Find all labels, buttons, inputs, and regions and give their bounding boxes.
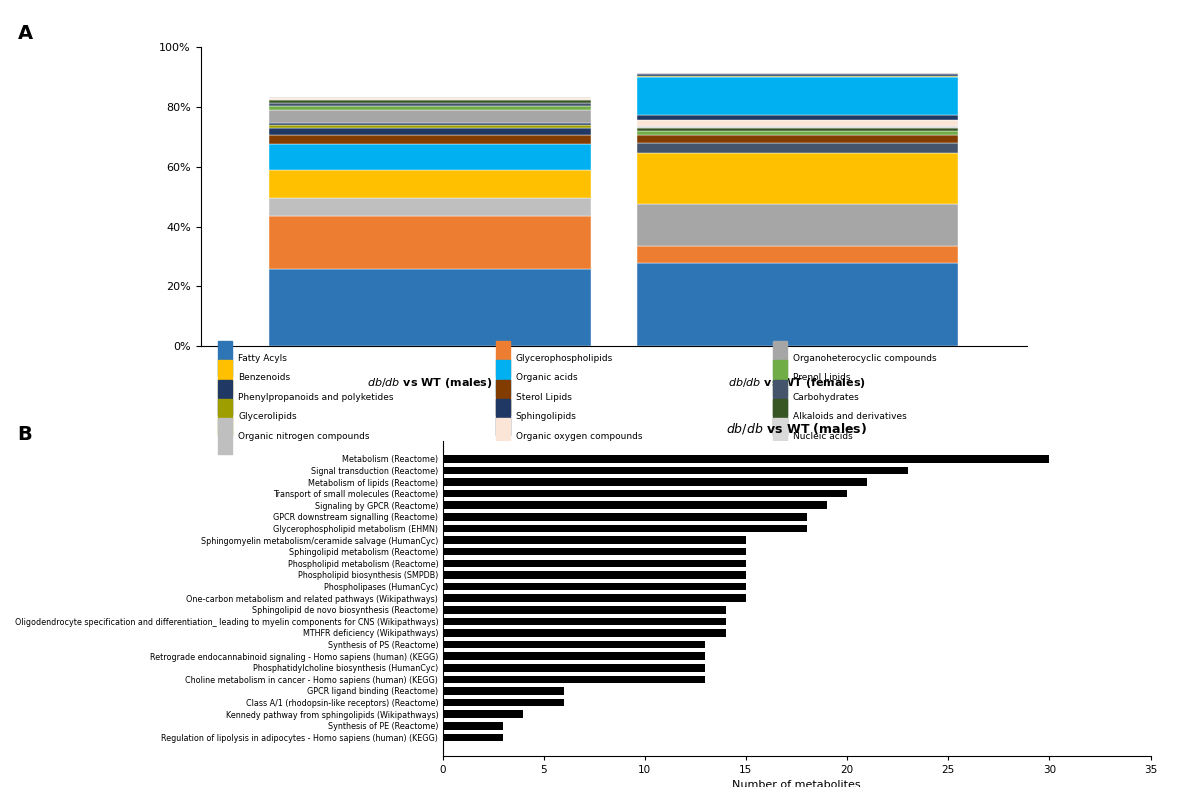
Bar bbox=[442, 478, 867, 486]
Text: Benzenoids: Benzenoids bbox=[238, 374, 290, 382]
Bar bbox=[442, 733, 503, 741]
Bar bbox=[442, 548, 746, 556]
Bar bbox=[636, 131, 958, 135]
FancyBboxPatch shape bbox=[773, 419, 787, 454]
FancyBboxPatch shape bbox=[496, 399, 510, 434]
Text: Carbohydrates: Carbohydrates bbox=[793, 393, 860, 402]
Bar bbox=[442, 699, 564, 707]
Bar bbox=[269, 128, 591, 135]
FancyBboxPatch shape bbox=[773, 360, 787, 396]
Bar bbox=[636, 263, 958, 346]
Bar bbox=[636, 204, 958, 246]
FancyBboxPatch shape bbox=[218, 360, 232, 396]
Bar bbox=[442, 629, 726, 637]
Bar bbox=[636, 153, 958, 204]
X-axis label: Number of metabolites: Number of metabolites bbox=[732, 780, 861, 787]
Bar bbox=[442, 501, 827, 509]
Bar bbox=[269, 268, 591, 346]
Bar bbox=[269, 216, 591, 268]
Bar bbox=[442, 618, 726, 625]
Bar bbox=[442, 536, 746, 544]
Bar bbox=[636, 74, 958, 76]
Bar bbox=[269, 125, 591, 128]
FancyBboxPatch shape bbox=[218, 379, 232, 416]
Bar bbox=[442, 722, 503, 730]
Text: $\it{db/db}$ vs WT (males): $\it{db/db}$ vs WT (males) bbox=[367, 376, 493, 390]
Text: Organoheterocyclic compounds: Organoheterocyclic compounds bbox=[793, 354, 937, 363]
FancyBboxPatch shape bbox=[496, 419, 510, 454]
Bar bbox=[269, 102, 591, 105]
FancyBboxPatch shape bbox=[773, 341, 787, 376]
Bar bbox=[636, 76, 958, 77]
Bar bbox=[636, 77, 958, 114]
Title: $\it{db/db}$ vs WT (males): $\it{db/db}$ vs WT (males) bbox=[726, 421, 867, 436]
FancyBboxPatch shape bbox=[218, 419, 232, 454]
Bar bbox=[442, 467, 907, 475]
FancyBboxPatch shape bbox=[218, 399, 232, 434]
Bar bbox=[442, 513, 807, 521]
Bar bbox=[269, 105, 591, 110]
Bar bbox=[269, 124, 591, 125]
FancyBboxPatch shape bbox=[773, 379, 787, 416]
Text: $\it{db/db}$ vs WT (females): $\it{db/db}$ vs WT (females) bbox=[728, 376, 866, 390]
Text: B: B bbox=[18, 425, 33, 444]
Text: Organic oxygen compounds: Organic oxygen compounds bbox=[516, 432, 642, 441]
Text: Organic nitrogen compounds: Organic nitrogen compounds bbox=[238, 432, 369, 441]
Bar bbox=[442, 560, 746, 567]
Bar bbox=[636, 127, 958, 128]
Text: Phenylpropanoids and polyketides: Phenylpropanoids and polyketides bbox=[238, 393, 394, 402]
Bar bbox=[636, 120, 958, 127]
Bar bbox=[442, 641, 706, 648]
Bar bbox=[442, 490, 847, 497]
Bar bbox=[442, 525, 807, 532]
FancyBboxPatch shape bbox=[496, 379, 510, 416]
FancyBboxPatch shape bbox=[496, 360, 510, 396]
Text: Fatty Acyls: Fatty Acyls bbox=[238, 354, 287, 363]
Bar bbox=[636, 72, 958, 74]
Bar bbox=[269, 198, 591, 216]
Bar bbox=[636, 143, 958, 153]
Bar bbox=[442, 455, 1049, 463]
Text: Prenol Lipids: Prenol Lipids bbox=[793, 374, 851, 382]
Bar bbox=[442, 594, 746, 602]
Text: Organic acids: Organic acids bbox=[516, 374, 577, 382]
Text: Glycerophospholipids: Glycerophospholipids bbox=[516, 354, 612, 363]
Bar bbox=[269, 110, 591, 124]
Bar bbox=[269, 97, 591, 98]
Text: Alkaloids and derivatives: Alkaloids and derivatives bbox=[793, 412, 906, 421]
Bar bbox=[269, 170, 591, 198]
Bar bbox=[442, 711, 524, 718]
Text: A: A bbox=[18, 24, 33, 42]
Bar bbox=[636, 114, 958, 120]
Bar bbox=[442, 687, 564, 695]
Bar bbox=[636, 246, 958, 263]
Bar bbox=[442, 652, 706, 660]
FancyBboxPatch shape bbox=[218, 341, 232, 376]
Bar bbox=[442, 582, 746, 590]
Bar bbox=[636, 128, 958, 131]
FancyBboxPatch shape bbox=[773, 399, 787, 434]
Text: Glycerolipids: Glycerolipids bbox=[238, 412, 297, 421]
Bar bbox=[442, 571, 746, 578]
Bar bbox=[636, 135, 958, 143]
Bar bbox=[269, 98, 591, 99]
Bar bbox=[442, 664, 706, 671]
Bar bbox=[442, 675, 706, 683]
Bar bbox=[269, 144, 591, 170]
FancyBboxPatch shape bbox=[496, 341, 510, 376]
Bar bbox=[442, 606, 726, 614]
Text: Sterol Lipids: Sterol Lipids bbox=[516, 393, 571, 402]
Text: Nucleic acids: Nucleic acids bbox=[793, 432, 853, 441]
Bar bbox=[269, 99, 591, 102]
Bar bbox=[269, 135, 591, 144]
Text: Sphingolipids: Sphingolipids bbox=[516, 412, 577, 421]
